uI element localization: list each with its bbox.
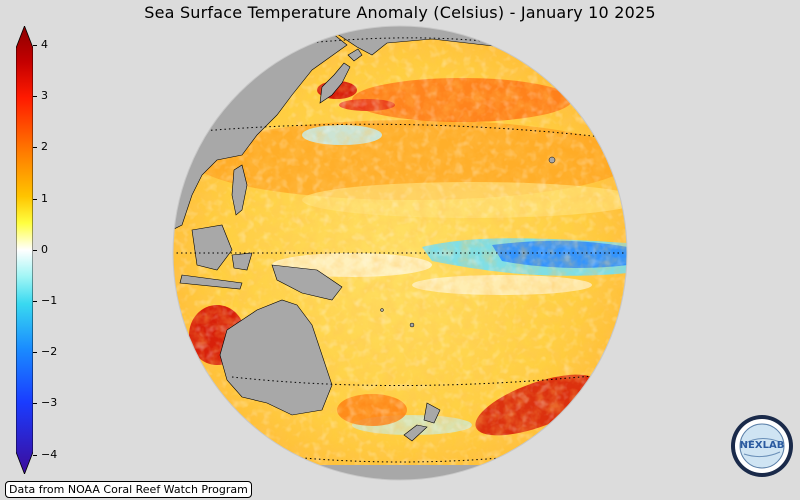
colorbar-tick-mark [33, 96, 37, 98]
colorbar-tick-label: −2 [41, 345, 58, 359]
colorbar-tick-mark [33, 454, 37, 456]
nexlab-logo: NEXLAB [731, 415, 793, 477]
globe-map [172, 25, 628, 481]
svg-text:NEXLAB: NEXLAB [740, 440, 785, 451]
colorbar-tick-mark [33, 147, 37, 149]
colorbar-tick-mark [33, 45, 37, 46]
colorbar-tick-mark [33, 198, 37, 200]
colorbar-tick-label: 3 [41, 89, 48, 103]
colorbar-tick-label: 4 [41, 38, 48, 51]
colorbar-tick-label: −3 [41, 396, 58, 410]
colorbar-tick-label: 0 [41, 242, 48, 256]
colorbar-tick-mark [33, 249, 37, 251]
map-title: Sea Surface Temperature Anomaly (Celsius… [144, 3, 656, 22]
data-credit: Data from NOAA Coral Reef Watch Program [5, 481, 252, 498]
colorbar-tick-mark [33, 403, 37, 405]
colorbar-tick-mark [33, 352, 37, 354]
colorbar-tick-label: 2 [41, 140, 48, 154]
colorbar-tick-mark [33, 301, 37, 302]
colorbar [16, 26, 33, 474]
colorbar-tick-label: 1 [41, 191, 48, 205]
colorbar-tick-label: −1 [41, 294, 58, 307]
colorbar-tick-label: −4 [41, 447, 58, 461]
